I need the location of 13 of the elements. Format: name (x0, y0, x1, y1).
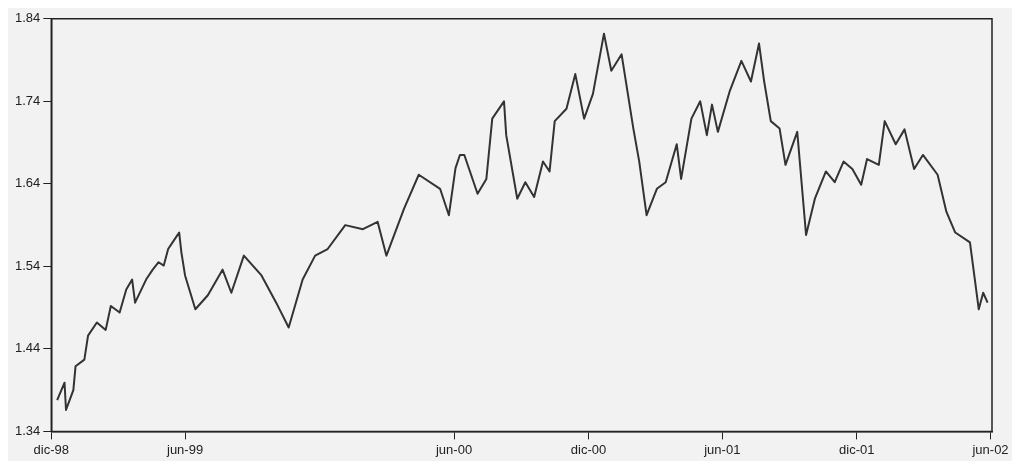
y-tick-label: 1.64 (14, 175, 41, 191)
y-tick-label: 1.44 (14, 340, 41, 356)
y-tick-label: 1.54 (14, 257, 41, 273)
y-tick-label: 1.74 (14, 92, 41, 108)
x-tick-label: dic-98 (33, 441, 70, 457)
x-tick-label: dic-01 (839, 441, 875, 457)
x-tick-label: jun-00 (434, 441, 473, 457)
x-tick-label: dic-00 (570, 441, 607, 457)
y-tick-label: 1.34 (14, 422, 41, 438)
x-tick-label: jun-99 (165, 441, 204, 457)
x-tick-label: jun-01 (703, 441, 741, 457)
x-tick-label: jun-02 (971, 441, 1009, 457)
y-tick-label: 1.84 (14, 10, 41, 26)
